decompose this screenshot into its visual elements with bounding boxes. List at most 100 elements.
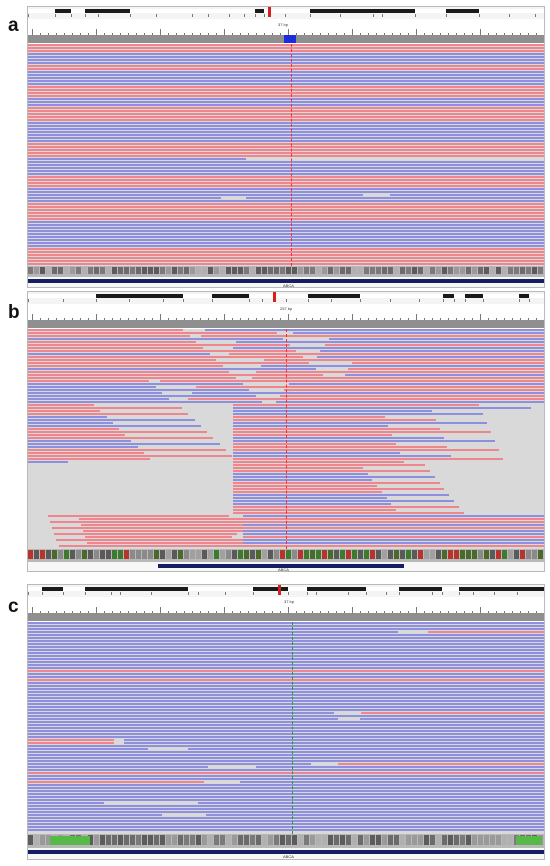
- reference-base: [304, 550, 309, 559]
- reference-base: [244, 550, 249, 559]
- read-segment: [329, 338, 544, 340]
- reference-base: [130, 550, 135, 559]
- reference-base: [34, 550, 39, 559]
- read-segment: [28, 437, 213, 439]
- ideogram-band: [432, 587, 442, 591]
- ideogram-tick: [192, 14, 193, 17]
- reference-base: [484, 550, 489, 559]
- read-segment: [28, 197, 221, 199]
- ideogram-tick: [198, 592, 199, 595]
- ruler-tick: [96, 314, 97, 322]
- ideogram-band: [308, 294, 331, 298]
- read-segment: [28, 736, 544, 738]
- reference-svg: [28, 834, 544, 848]
- read-segment: [28, 194, 363, 196]
- reference-base: [454, 550, 459, 559]
- ideogram-band: [443, 294, 454, 298]
- read-segment: [28, 119, 544, 121]
- read-segment: [28, 763, 311, 765]
- ideogram-tick: [129, 299, 130, 302]
- reference-base: [106, 267, 111, 274]
- read-segment: [28, 694, 544, 696]
- alignment-track[interactable]: [28, 622, 544, 834]
- ruler-tick: [96, 607, 97, 615]
- read-segment: [233, 461, 404, 463]
- reference-base: [202, 267, 207, 274]
- reference-base: [436, 835, 441, 845]
- read-segment: [201, 335, 544, 337]
- reference-base: [46, 550, 51, 559]
- ideogram-band: [348, 587, 366, 591]
- read-segment: [28, 808, 544, 810]
- reference-base: [322, 267, 327, 274]
- reference-base: [442, 267, 447, 274]
- reference-base: [160, 550, 165, 559]
- reference-base: [364, 550, 369, 559]
- reference-base: [346, 550, 351, 559]
- reference-base: [460, 835, 465, 845]
- read-segment: [28, 820, 544, 822]
- alignment-track[interactable]: [28, 44, 544, 266]
- ideogram-tick: [183, 299, 184, 302]
- read-segment: [28, 634, 544, 636]
- reference-base: [166, 550, 171, 559]
- reference-base: [292, 835, 297, 845]
- reference-base: [34, 267, 39, 274]
- gene-bar: [28, 279, 544, 283]
- reference-base: [76, 550, 81, 559]
- reference-base: [226, 550, 231, 559]
- read-segment: [233, 467, 363, 469]
- reference-base: [118, 267, 123, 274]
- reference-base: [274, 550, 279, 559]
- ideogram-band: [188, 587, 198, 591]
- read-segment: [28, 434, 125, 436]
- reference-base: [352, 267, 357, 274]
- reference-base: [466, 550, 471, 559]
- center-line: [291, 44, 292, 266]
- reference-base: [178, 835, 183, 845]
- reference-base: [502, 550, 507, 559]
- ideogram-band: [373, 9, 382, 13]
- reference-base: [352, 835, 357, 845]
- read-segment: [28, 679, 544, 681]
- read-segment: [276, 401, 544, 403]
- read-segment: [28, 362, 309, 364]
- ideogram-band: [479, 9, 509, 13]
- read-segment: [428, 631, 544, 633]
- read-segment: [28, 398, 169, 400]
- reference-base: [226, 835, 231, 845]
- read-segment: [28, 167, 544, 169]
- ideogram-band: [459, 587, 473, 591]
- ideogram-tick: [509, 14, 510, 17]
- read-segment: [345, 374, 544, 376]
- variant-coverage-bar[interactable]: [284, 35, 296, 43]
- read-segment: [233, 416, 385, 418]
- reference-base: [232, 550, 237, 559]
- reference-base: [442, 550, 447, 559]
- reads-svg: [28, 44, 544, 265]
- read-segment: [188, 398, 544, 400]
- read-segment: [233, 470, 430, 472]
- read-segment: [320, 350, 544, 352]
- gene-bar: [158, 564, 404, 568]
- reference-base: [196, 267, 201, 274]
- ideogram-band: [163, 294, 183, 298]
- alignment-track[interactable]: [28, 329, 544, 549]
- read-segment: [28, 221, 544, 223]
- read-segment: [28, 215, 544, 217]
- read-segment: [280, 395, 544, 397]
- read-segment: [233, 434, 392, 436]
- read-segment: [28, 458, 150, 460]
- reference-highlight: [50, 836, 90, 845]
- read-segment: [28, 715, 544, 717]
- read-segment: [196, 386, 544, 388]
- ideogram-tick: [494, 592, 495, 595]
- reference-base: [328, 835, 333, 845]
- reference-base: [418, 267, 423, 274]
- read-segment: [28, 661, 544, 663]
- read-segment: [28, 260, 544, 262]
- ideogram-tick: [399, 592, 400, 595]
- ideogram-band: [229, 9, 244, 13]
- read-segment: [233, 479, 372, 481]
- read-segment: [348, 368, 544, 370]
